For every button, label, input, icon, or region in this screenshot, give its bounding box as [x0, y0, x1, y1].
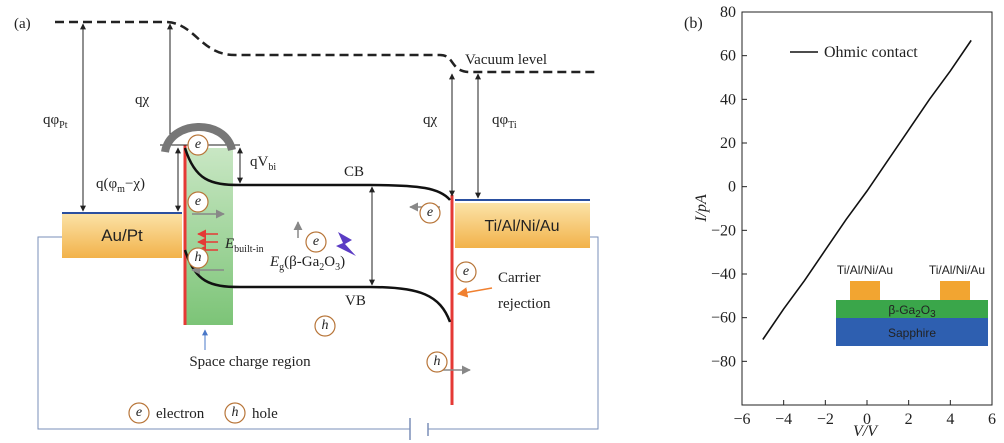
legend-hole: hole [252, 406, 278, 422]
svg-text:h: h [322, 318, 329, 333]
svg-text:h: h [195, 250, 202, 265]
vb-label: VB [345, 293, 366, 309]
carrier-label: Carrier [498, 270, 540, 286]
electrons: e e e e e e [129, 135, 476, 423]
rejection-arrow [458, 288, 492, 294]
band-diagram: (a) Vacuum level Au/Pt Ti/Al/Ni/Au qφPt … [14, 16, 598, 440]
svg-text:e: e [463, 264, 469, 279]
inset-contact-label: Ti/Al/Ni/Au [929, 263, 985, 277]
x-tick-label: 6 [988, 411, 996, 428]
contact [940, 281, 970, 300]
x-tick-label: −4 [775, 411, 792, 428]
plot-frame [742, 12, 992, 405]
x-tick-label: −2 [817, 411, 834, 428]
y-tick-label: −20 [711, 222, 736, 239]
y-tick-label: −80 [711, 353, 736, 370]
q-phi-ti: qφTi [492, 112, 517, 131]
light-bolt [336, 232, 356, 256]
vacuum-label: Vacuum level [465, 52, 547, 68]
y-tick-label: 80 [720, 4, 736, 21]
x-tick-label: 4 [946, 411, 954, 428]
svg-text:h: h [232, 405, 239, 420]
inset-contact-label: Ti/Al/Ni/Au [837, 263, 893, 277]
cb-label: CB [344, 164, 364, 180]
q-phi-pt: qφPt [43, 112, 68, 131]
svg-text:h: h [434, 354, 441, 369]
legend-electron: electron [156, 406, 205, 422]
metal-right-label: Ti/Al/Ni/Au [485, 218, 560, 235]
x-tick-label: 0 [863, 411, 871, 428]
e-g: Eg(β-Ga2O3) [269, 254, 345, 273]
iv-chart: (b) V/V I/pA Ti/Al/Ni/Au Ti/Al/Ni/Au β-G… [684, 4, 996, 440]
panel-label: (a) [14, 16, 31, 32]
q-chi-right: qχ [423, 112, 438, 128]
legend-label: Ohmic contact [824, 44, 918, 61]
y-tick-label: 40 [720, 91, 736, 108]
space-charge-label: Space charge region [189, 354, 311, 370]
svg-text:e: e [136, 405, 142, 420]
inset-substrate-label: Sapphire [888, 326, 936, 340]
q-v-bi: qVbi [250, 154, 276, 173]
svg-text:e: e [427, 205, 433, 220]
metal-left-label: Au/Pt [101, 226, 143, 245]
panel-label: (b) [684, 15, 703, 32]
y-tick-label: −60 [711, 310, 736, 327]
field-arrows [192, 207, 470, 370]
contact [850, 281, 880, 300]
rejection-label: rejection [498, 296, 551, 312]
q-chi-left: qχ [135, 92, 150, 108]
y-axis-label: I/pA [693, 194, 710, 223]
figure: (a) Vacuum level Au/Pt Ti/Al/Ni/Au qφPt … [0, 0, 1004, 443]
x-tick-label: −6 [733, 411, 750, 428]
y-tick-label: 60 [720, 48, 736, 65]
svg-text:e: e [195, 194, 201, 209]
svg-text:e: e [313, 234, 319, 249]
q-phi-m-chi: q(φm−χ) [96, 176, 145, 195]
x-tick-label: 2 [905, 411, 913, 428]
y-tick-label: 20 [720, 135, 736, 152]
svg-text:e: e [195, 137, 201, 152]
y-tick-label: 0 [728, 179, 736, 196]
y-tick-label: −40 [711, 266, 736, 283]
